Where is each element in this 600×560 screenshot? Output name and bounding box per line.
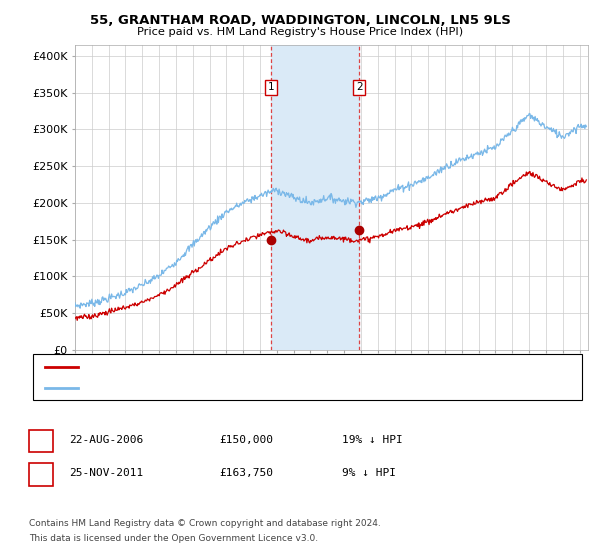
Text: 1: 1: [37, 435, 44, 445]
Text: This data is licensed under the Open Government Licence v3.0.: This data is licensed under the Open Gov…: [29, 534, 318, 543]
Bar: [271, 45, 359, 350]
Text: 25-NOV-2011: 25-NOV-2011: [69, 468, 143, 478]
Text: 55, GRANTHAM ROAD, WADDINGTON, LINCOLN, LN5 9LS (detached house): 55, GRANTHAM ROAD, WADDINGTON, LINCOLN, …: [85, 362, 475, 372]
Text: 2: 2: [356, 82, 362, 92]
Text: £150,000: £150,000: [219, 435, 273, 445]
Text: £163,750: £163,750: [219, 468, 273, 478]
Text: 19% ↓ HPI: 19% ↓ HPI: [342, 435, 403, 445]
Text: Contains HM Land Registry data © Crown copyright and database right 2024.: Contains HM Land Registry data © Crown c…: [29, 519, 380, 528]
Text: 55, GRANTHAM ROAD, WADDINGTON, LINCOLN, LN5 9LS: 55, GRANTHAM ROAD, WADDINGTON, LINCOLN, …: [89, 14, 511, 27]
Text: 1: 1: [268, 82, 274, 92]
Text: 2: 2: [37, 468, 44, 478]
Text: HPI: Average price, detached house, North Kesteven: HPI: Average price, detached house, Nort…: [85, 383, 358, 393]
Text: Price paid vs. HM Land Registry's House Price Index (HPI): Price paid vs. HM Land Registry's House …: [137, 27, 463, 37]
Text: 22-AUG-2006: 22-AUG-2006: [69, 435, 143, 445]
Text: 9% ↓ HPI: 9% ↓ HPI: [342, 468, 396, 478]
